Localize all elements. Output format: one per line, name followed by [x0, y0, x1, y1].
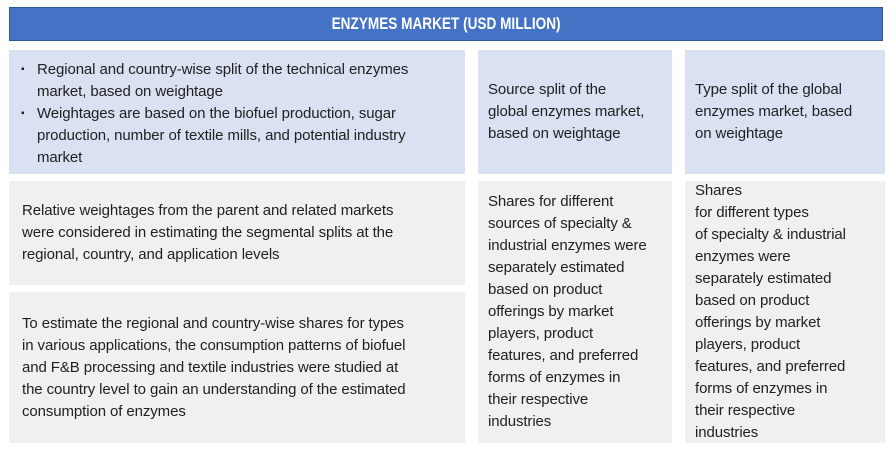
- cell-regional-split: ▪ Regional and country-wise split of the…: [9, 50, 465, 174]
- bullet-text: Weightages are based on the biofuel prod…: [37, 105, 406, 166]
- cell-source-shares: Shares for different sources of specialt…: [478, 181, 672, 443]
- header-bar: ENZYMES MARKET (USD MILLION): [9, 7, 883, 41]
- square-bullet-icon: ▪: [21, 108, 25, 119]
- cell-text: Source split of the global enzymes marke…: [488, 81, 645, 142]
- cell-type-split: Type split of the global enzymes market,…: [685, 50, 885, 174]
- cell-type-shares: Shares for different types of specialty …: [685, 181, 885, 443]
- cell-text: Type split of the global enzymes market,…: [695, 81, 853, 142]
- cell-text: Shares for different sources of specialt…: [488, 193, 647, 430]
- cell-text: Relative weightages from the parent and …: [22, 202, 394, 263]
- cell-text: Shares for different types of specialty …: [695, 182, 846, 441]
- bullet-list: ▪ Regional and country-wise split of the…: [9, 59, 408, 169]
- bullet-item: ▪ Weightages are based on the biofuel pr…: [9, 103, 408, 169]
- bullet-text: Regional and country-wise split of the t…: [37, 61, 409, 100]
- cell-source-split: Source split of the global enzymes marke…: [478, 50, 672, 174]
- cell-consumption-estimate: To estimate the regional and country-wis…: [9, 292, 465, 443]
- cell-text: To estimate the regional and country-wis…: [22, 314, 406, 420]
- square-bullet-icon: ▪: [21, 64, 25, 75]
- bullet-item: ▪ Regional and country-wise split of the…: [9, 59, 408, 103]
- header-title: ENZYMES MARKET (USD MILLION): [331, 14, 561, 33]
- cell-relative-weightages: Relative weightages from the parent and …: [9, 181, 465, 285]
